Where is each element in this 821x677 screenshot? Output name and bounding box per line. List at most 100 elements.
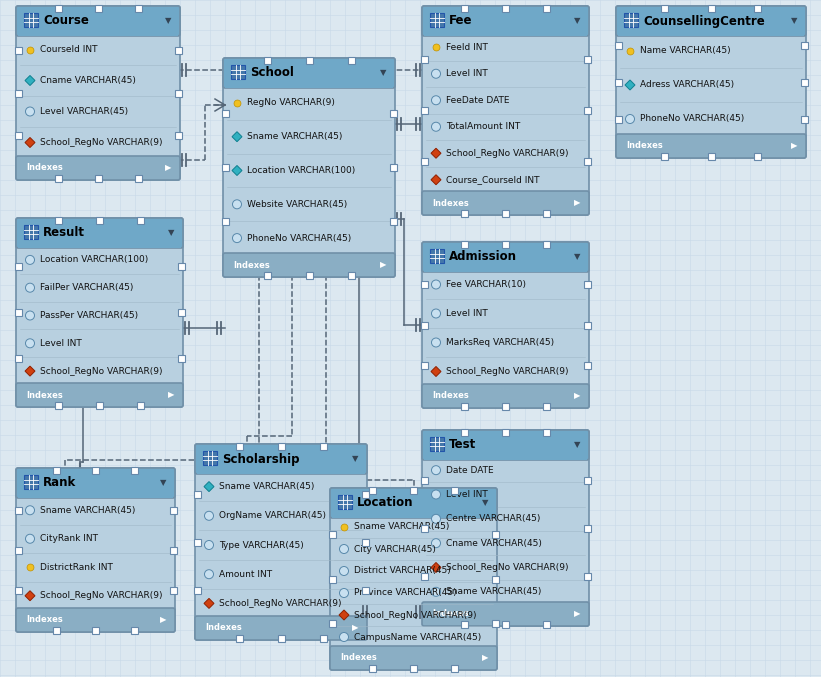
- Text: ▶: ▶: [482, 653, 488, 663]
- Text: ▶: ▶: [165, 164, 172, 173]
- Bar: [194, 586, 200, 594]
- Circle shape: [432, 95, 441, 105]
- Text: School_RegNo VARCHAR(9): School_RegNo VARCHAR(9): [219, 599, 342, 608]
- Bar: [54, 175, 62, 181]
- Bar: [800, 41, 808, 49]
- FancyBboxPatch shape: [422, 191, 589, 215]
- Bar: [236, 634, 242, 642]
- Text: ▶: ▶: [160, 615, 166, 624]
- Bar: [389, 110, 397, 117]
- Bar: [55, 217, 62, 223]
- Bar: [54, 5, 62, 12]
- Circle shape: [432, 466, 441, 475]
- FancyBboxPatch shape: [422, 242, 589, 272]
- Text: School_RegNo VARCHAR(9): School_RegNo VARCHAR(9): [40, 591, 163, 600]
- Text: Indexes: Indexes: [432, 391, 469, 401]
- Bar: [502, 429, 509, 435]
- Bar: [338, 495, 352, 509]
- Bar: [177, 263, 185, 269]
- Bar: [194, 491, 200, 498]
- Bar: [420, 107, 428, 114]
- Text: School_RegNo VARCHAR(9): School_RegNo VARCHAR(9): [446, 367, 568, 376]
- Text: Scholarship: Scholarship: [222, 452, 300, 466]
- Bar: [461, 5, 468, 12]
- Text: Level VARCHAR(45): Level VARCHAR(45): [40, 107, 128, 116]
- Bar: [18, 158, 178, 162]
- Text: ▼: ▼: [167, 229, 174, 238]
- Bar: [197, 618, 365, 622]
- Polygon shape: [25, 76, 35, 85]
- FancyBboxPatch shape: [223, 58, 395, 88]
- Bar: [492, 531, 498, 538]
- Circle shape: [432, 490, 441, 499]
- Text: ▼: ▼: [380, 68, 386, 77]
- Bar: [420, 525, 428, 531]
- Bar: [584, 56, 590, 63]
- Text: MarksReq VARCHAR(45): MarksReq VARCHAR(45): [446, 338, 554, 347]
- FancyBboxPatch shape: [223, 58, 395, 277]
- FancyBboxPatch shape: [422, 6, 589, 36]
- Text: Sname VARCHAR(45): Sname VARCHAR(45): [40, 506, 135, 515]
- FancyBboxPatch shape: [16, 608, 175, 632]
- Bar: [543, 5, 550, 12]
- Circle shape: [25, 107, 34, 116]
- Bar: [461, 621, 468, 628]
- Polygon shape: [431, 148, 441, 158]
- Polygon shape: [339, 610, 349, 620]
- Bar: [584, 158, 590, 165]
- Bar: [18, 30, 178, 36]
- Text: Level INT: Level INT: [446, 69, 488, 79]
- Text: OrgName VARCHAR(45): OrgName VARCHAR(45): [219, 511, 326, 521]
- Text: Fee: Fee: [449, 14, 473, 28]
- Text: DistrictRank INT: DistrictRank INT: [40, 563, 112, 572]
- FancyBboxPatch shape: [16, 156, 180, 180]
- Bar: [584, 525, 590, 531]
- Text: PhoneNo VARCHAR(45): PhoneNo VARCHAR(45): [640, 114, 745, 123]
- Bar: [305, 56, 313, 64]
- Polygon shape: [232, 132, 242, 141]
- Text: Indexes: Indexes: [233, 261, 270, 269]
- Bar: [328, 575, 336, 582]
- Bar: [614, 79, 621, 85]
- Bar: [236, 443, 242, 450]
- Text: Indexes: Indexes: [340, 653, 377, 663]
- Bar: [661, 5, 668, 12]
- Bar: [15, 309, 21, 316]
- Bar: [135, 5, 141, 12]
- Text: District VARCHAR(45): District VARCHAR(45): [354, 567, 451, 575]
- Bar: [424, 30, 587, 36]
- Bar: [754, 5, 761, 12]
- Bar: [502, 403, 509, 410]
- Bar: [15, 586, 21, 594]
- Text: CounsellingCentre: CounsellingCentre: [643, 14, 764, 28]
- Polygon shape: [204, 598, 214, 609]
- Bar: [131, 626, 138, 634]
- Bar: [618, 30, 804, 36]
- Bar: [430, 13, 444, 27]
- Text: Adress VARCHAR(45): Adress VARCHAR(45): [640, 81, 734, 89]
- Bar: [53, 626, 60, 634]
- Text: School_RegNo VARCHAR(9): School_RegNo VARCHAR(9): [354, 611, 476, 619]
- Bar: [222, 164, 228, 171]
- Text: Indexes: Indexes: [26, 615, 62, 624]
- Bar: [169, 506, 177, 513]
- Text: Name VARCHAR(45): Name VARCHAR(45): [640, 47, 731, 56]
- Bar: [347, 271, 355, 278]
- Circle shape: [25, 255, 34, 265]
- Bar: [614, 116, 621, 123]
- Bar: [305, 271, 313, 278]
- Text: ▶: ▶: [791, 141, 797, 150]
- Bar: [264, 56, 270, 64]
- Bar: [661, 152, 668, 160]
- Bar: [618, 136, 804, 140]
- Bar: [410, 487, 417, 494]
- Bar: [18, 385, 181, 389]
- Text: ▶: ▶: [574, 609, 580, 619]
- FancyBboxPatch shape: [330, 488, 497, 518]
- Circle shape: [25, 338, 34, 348]
- Bar: [175, 47, 181, 54]
- Circle shape: [204, 570, 213, 579]
- Bar: [225, 255, 393, 259]
- Polygon shape: [431, 366, 441, 376]
- Text: ▶: ▶: [380, 261, 386, 269]
